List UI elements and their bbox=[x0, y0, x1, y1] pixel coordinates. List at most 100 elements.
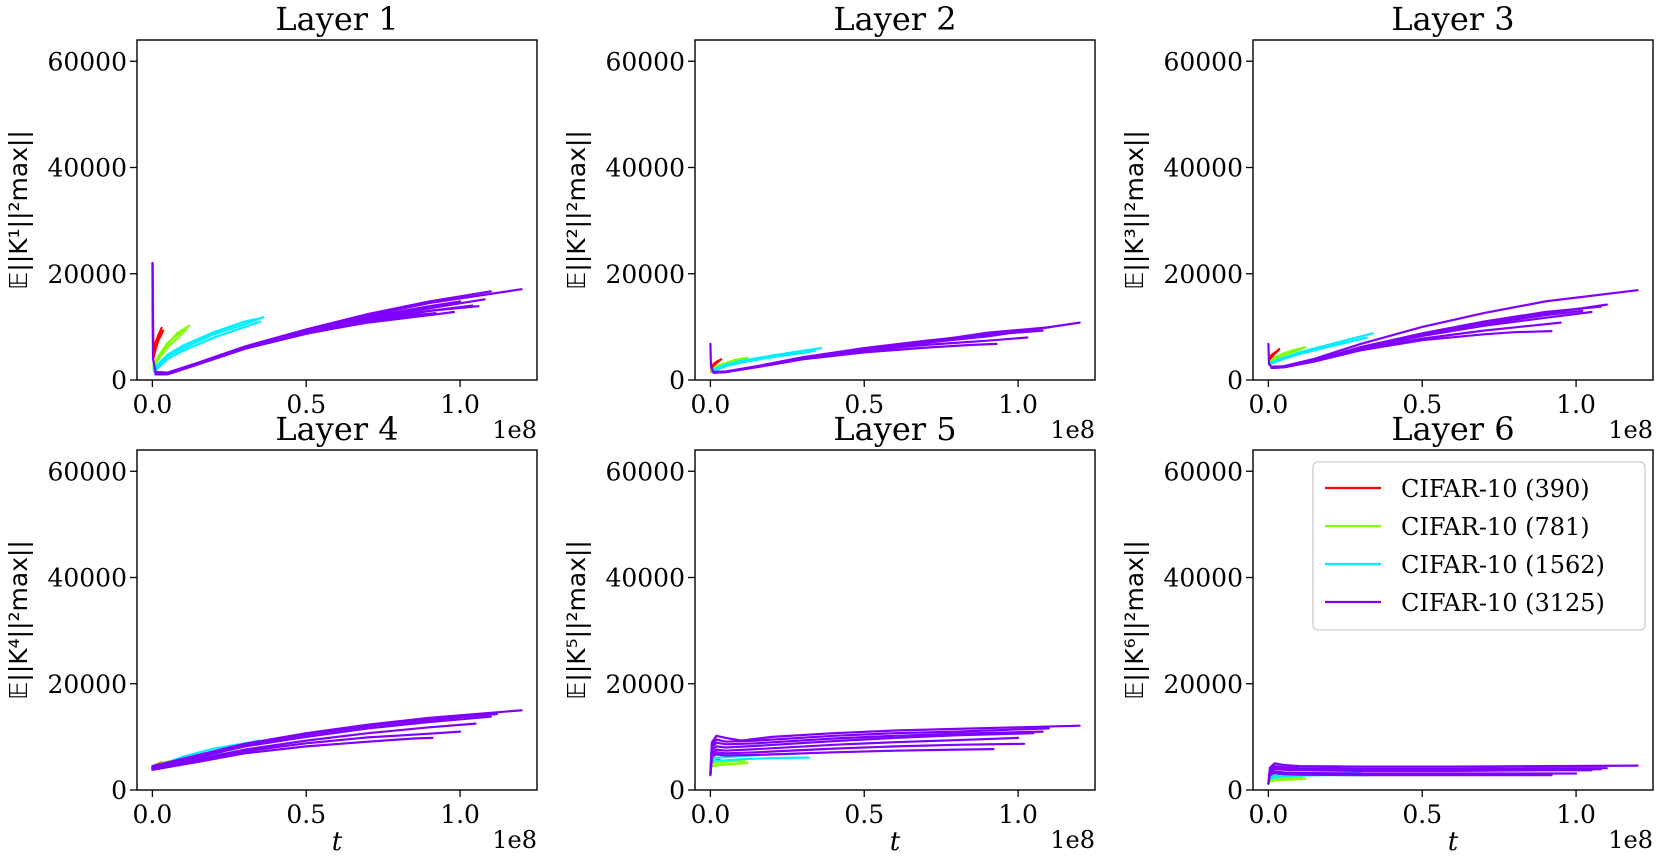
legend-entry: CIFAR-10 (781) bbox=[1325, 513, 1590, 541]
series-line bbox=[1267, 770, 1578, 785]
x-offset-label: 1e8 bbox=[1608, 416, 1653, 444]
series-line bbox=[1268, 336, 1368, 366]
series-line bbox=[1267, 289, 1639, 368]
subplot-title: Layer 4 bbox=[275, 410, 398, 448]
plot-frame bbox=[694, 449, 1096, 791]
plot-frame bbox=[136, 39, 538, 381]
y-tick-label: 20000 bbox=[1163, 260, 1243, 289]
y-tick-label: 0 bbox=[1227, 776, 1243, 805]
x-tick-label: 1.0 bbox=[440, 800, 480, 829]
series-line bbox=[152, 317, 259, 370]
x-tick-label: 0.0 bbox=[691, 800, 731, 829]
series-line bbox=[152, 316, 265, 372]
y-axis-label: 𝔼||K⁵||²max|| bbox=[562, 540, 591, 700]
subplot-5: Layer 5 0.0 0.5 1.0 0 20000 40000 60000 1e8 t 𝔼||K… bbox=[562, 410, 1096, 857]
series-3 bbox=[151, 262, 523, 376]
series-line bbox=[710, 349, 817, 374]
y-tick-label: 60000 bbox=[47, 47, 127, 76]
plot-frame bbox=[1252, 39, 1654, 381]
series-line bbox=[151, 736, 434, 771]
y-axis-label: 𝔼||K⁴||²max|| bbox=[4, 540, 33, 700]
y-tick-label: 60000 bbox=[1163, 457, 1243, 486]
y-tick-label: 0 bbox=[111, 366, 127, 395]
series-line bbox=[151, 712, 499, 769]
series-line bbox=[151, 730, 462, 770]
series-line bbox=[1267, 771, 1553, 785]
y-tick-label: 0 bbox=[1227, 366, 1243, 395]
subplot-title: Layer 6 bbox=[1391, 410, 1514, 448]
series-1 bbox=[710, 759, 749, 768]
y-tick-label: 0 bbox=[669, 776, 685, 805]
series-line bbox=[151, 262, 492, 374]
subplot-title: Layer 3 bbox=[1391, 0, 1514, 38]
plot-frame bbox=[694, 39, 1096, 381]
plot-frame bbox=[1252, 449, 1654, 791]
y-tick-label: 60000 bbox=[1163, 47, 1243, 76]
subplot-3: Layer 3 0.0 0.5 1.0 0 20000 40000 60000 1e8 𝔼||K³… bbox=[1120, 0, 1654, 444]
series-0 bbox=[151, 262, 165, 360]
series-line bbox=[709, 724, 1081, 776]
series-line bbox=[1267, 762, 1639, 785]
x-tick-label: 0.5 bbox=[1402, 390, 1442, 419]
series-3 bbox=[1267, 762, 1639, 785]
series-line bbox=[709, 727, 1050, 775]
series-line bbox=[1268, 777, 1307, 783]
series-line bbox=[709, 730, 1044, 776]
y-tick-label: 40000 bbox=[47, 564, 127, 593]
x-tick-label: 0.5 bbox=[844, 390, 884, 419]
series-3 bbox=[709, 321, 1081, 374]
plot-frame bbox=[136, 449, 538, 791]
x-tick-label: 0.5 bbox=[844, 800, 884, 829]
y-axis-label: 𝔼||K¹||²max|| bbox=[4, 130, 33, 290]
y-tick-label: 60000 bbox=[605, 457, 685, 486]
subplot-4: Layer 4 0.0 0.5 1.0 0 20000 40000 60000 1e8 t 𝔼||K… bbox=[4, 410, 538, 857]
series-line bbox=[710, 357, 746, 372]
series-line bbox=[152, 330, 185, 367]
y-tick-label: 60000 bbox=[605, 47, 685, 76]
legend-label: CIFAR-10 (1562) bbox=[1401, 551, 1605, 579]
x-tick-label: 0.0 bbox=[691, 390, 731, 419]
y-tick-label: 20000 bbox=[1163, 670, 1243, 699]
series-line bbox=[1267, 349, 1279, 363]
x-offset-label: 1e8 bbox=[492, 826, 537, 854]
series-2 bbox=[1268, 332, 1375, 366]
series-line bbox=[710, 761, 749, 768]
subplot-2: Layer 2 0.0 0.5 1.0 0 20000 40000 60000 1e8 𝔼||K²… bbox=[562, 0, 1096, 444]
y-tick-label: 40000 bbox=[605, 564, 685, 593]
y-tick-label: 60000 bbox=[47, 457, 127, 486]
y-axis-label: 𝔼||K³||²max|| bbox=[1120, 130, 1149, 290]
series-1 bbox=[152, 324, 191, 371]
x-tick-label: 0.5 bbox=[286, 800, 326, 829]
x-offset-label: 1e8 bbox=[1608, 826, 1653, 854]
y-tick-label: 0 bbox=[669, 366, 685, 395]
x-axis-label: t bbox=[332, 827, 343, 857]
legend-entry: CIFAR-10 (390) bbox=[1325, 475, 1590, 503]
x-axis-label: t bbox=[890, 827, 901, 857]
series-line bbox=[154, 305, 480, 376]
x-tick-label: 1.0 bbox=[998, 390, 1038, 419]
x-offset-label: 1e8 bbox=[1050, 826, 1095, 854]
x-tick-label: 0.0 bbox=[133, 800, 173, 829]
series-2 bbox=[152, 316, 265, 374]
x-axis-label: t bbox=[1448, 827, 1459, 857]
y-tick-label: 20000 bbox=[47, 260, 127, 289]
legend-label: CIFAR-10 (390) bbox=[1401, 475, 1590, 503]
series-3 bbox=[709, 724, 1081, 777]
y-tick-label: 0 bbox=[111, 776, 127, 805]
series-line bbox=[709, 742, 1026, 777]
series-3 bbox=[1267, 289, 1639, 369]
series-line bbox=[709, 736, 1020, 777]
y-axis-label: 𝔼||K²||²max|| bbox=[562, 130, 591, 290]
series-line bbox=[710, 759, 746, 766]
legend-box bbox=[1312, 461, 1646, 631]
subplot-1: Layer 1 0.0 0.5 1.0 0 20000 40000 60000 1e8 𝔼||K¹… bbox=[4, 0, 538, 444]
y-tick-label: 20000 bbox=[605, 260, 685, 289]
x-tick-label: 1.0 bbox=[1556, 800, 1596, 829]
legend-entry: CIFAR-10 (1562) bbox=[1325, 551, 1605, 579]
series-line bbox=[152, 320, 262, 374]
y-tick-label: 40000 bbox=[1163, 154, 1243, 183]
series-line bbox=[709, 732, 1035, 776]
x-tick-label: 0.0 bbox=[1249, 390, 1289, 419]
series-line bbox=[1270, 309, 1584, 369]
